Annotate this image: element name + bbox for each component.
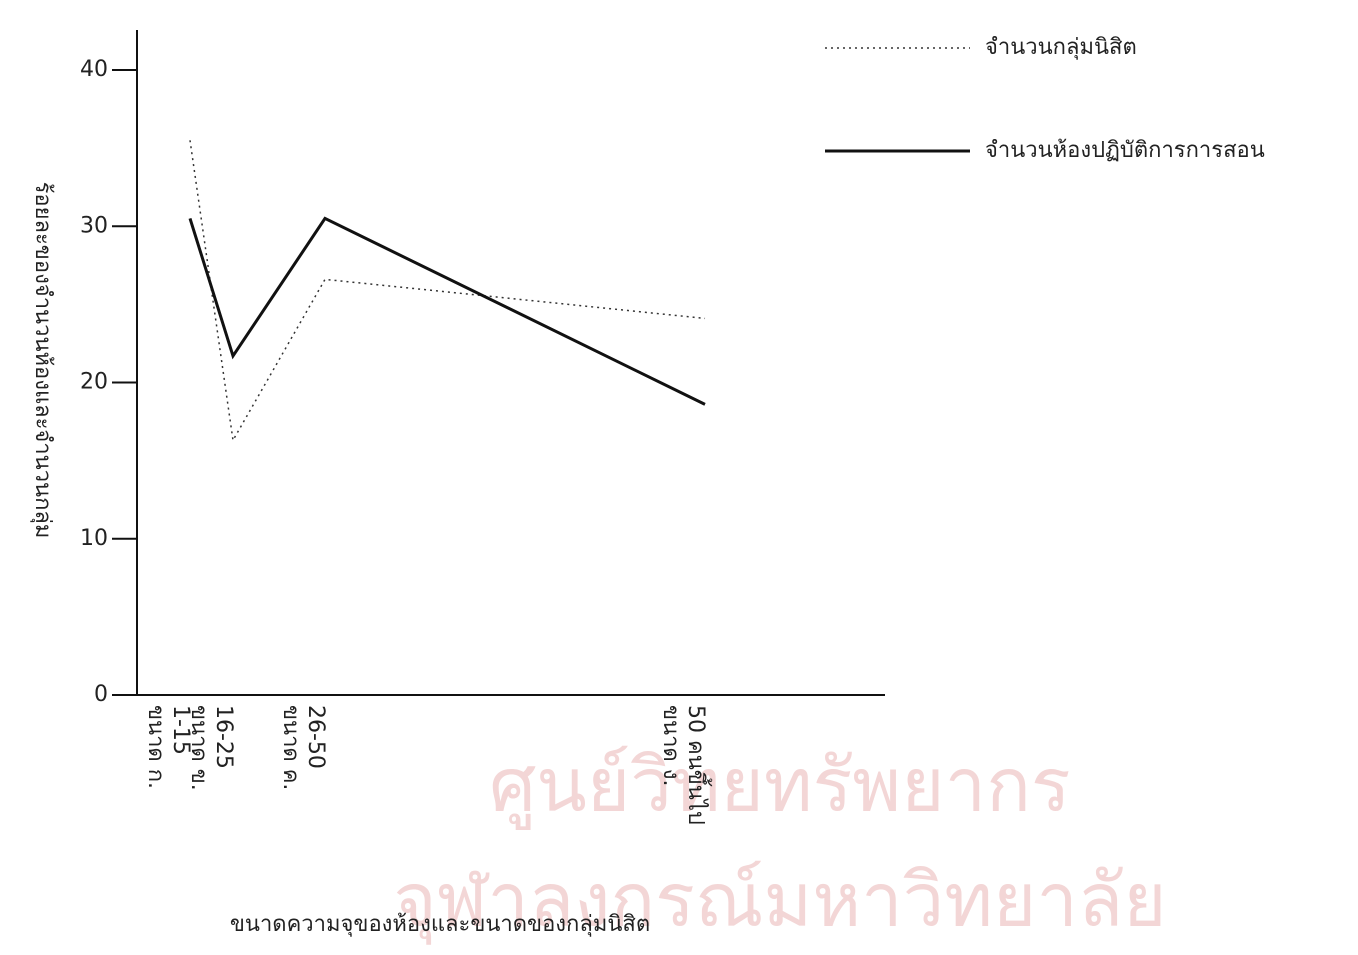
x-tick-label: ขนาด ง. <box>658 705 683 786</box>
y-tick-label: 10 <box>80 526 108 551</box>
x-tick-label: 50 คนขึ้นไป <box>683 705 712 825</box>
series-line <box>188 216 706 406</box>
y-tick-label: 20 <box>80 370 108 395</box>
x-tick-label: 16-25 <box>211 705 236 769</box>
x-tick-label: ขนาด ข. <box>186 705 211 791</box>
watermark: จุฬาลงกรณ์มหาวิทยาลัย <box>393 858 1166 946</box>
y-tick-label: 40 <box>80 57 108 82</box>
x-tick-label: ขนาด ก. <box>143 705 168 789</box>
y-axis-title: ร้อยละของจำนวนห้องและจำนวนกลุ่ม <box>30 182 55 539</box>
x-axis-title: ขนาดความจุของห้องและขนาดของกลุ่มนิสิต <box>230 912 650 937</box>
x-tick-label: 1-15 <box>168 705 193 755</box>
legend-label: จำนวนห้องปฏิบัติการการสอน <box>985 138 1265 163</box>
x-tick-label: ขนาด ค. <box>278 705 303 790</box>
y-tick-label: 0 <box>94 682 108 707</box>
y-tick-label: 30 <box>80 213 108 238</box>
legend-label: จำนวนกลุ่มนิสิต <box>985 35 1137 60</box>
series-line <box>189 140 706 443</box>
watermark: ศูนย์วิทยทรัพยากร <box>489 743 1070 831</box>
x-tick-label: 26-50 <box>303 705 328 769</box>
